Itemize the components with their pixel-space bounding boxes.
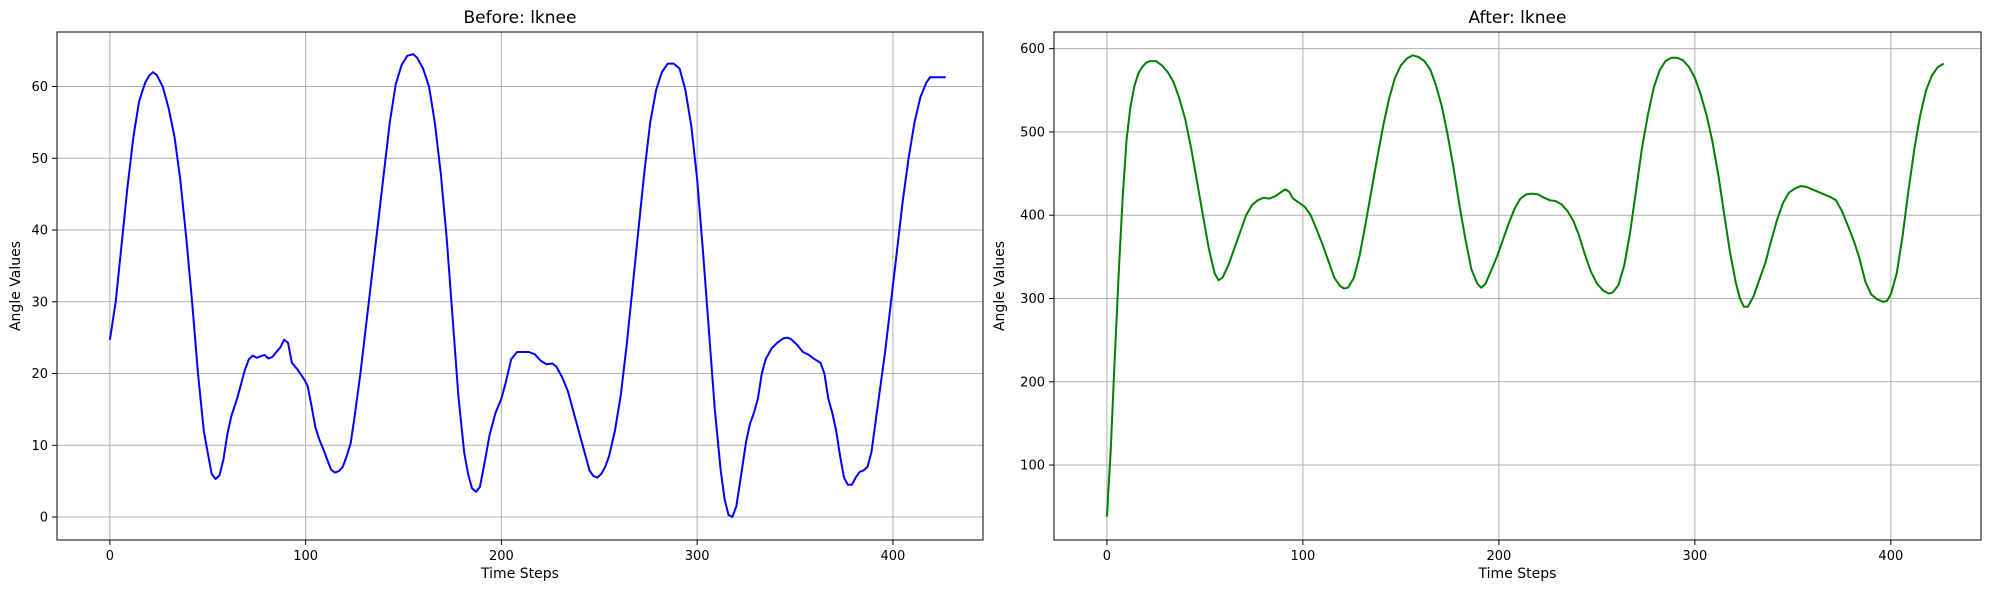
before-chart: 0 100 200 300 400 0 10 20 30 40 50 60 Before: lknee T… (8, 8, 984, 582)
y-tick-label: 500 (1020, 125, 1045, 140)
x-tick-label: 0 (106, 549, 114, 564)
chart-title: Before: lknee (464, 8, 577, 28)
x-tick-label: 100 (293, 549, 318, 564)
x-tick-label: 400 (1878, 549, 1903, 564)
y-tick-label: 100 (1020, 459, 1045, 474)
series-line (1105, 54, 1945, 517)
x-tick-label: 0 (1103, 549, 1111, 564)
x-tick-label: 200 (489, 549, 514, 564)
x-tick-label: 200 (1486, 549, 1511, 564)
y-tick-label: 50 (31, 152, 48, 167)
y-tick-label: 30 (31, 295, 48, 310)
x-axis-label: Time Steps (480, 566, 559, 582)
x-axis-label: Time Steps (1478, 566, 1557, 582)
y-tick-label: 60 (31, 80, 48, 95)
x-tick-label: 100 (1290, 549, 1315, 564)
y-axis-label: Angle Values (8, 241, 24, 331)
y-tick-label: 10 (31, 439, 48, 454)
y-tick-label: 40 (31, 224, 48, 239)
y-tick-label: 20 (31, 367, 48, 382)
x-tick-label: 300 (685, 549, 710, 564)
y-tick-label: 600 (1020, 42, 1045, 57)
x-tick-label: 300 (1682, 549, 1707, 564)
y-tick-label: 400 (1020, 209, 1045, 224)
y-axis-label: Angle Values (992, 241, 1008, 331)
plot-frame (56, 31, 984, 541)
y-tick-label: 200 (1020, 375, 1045, 390)
y-tick-label: 0 (40, 511, 48, 526)
plot-frame (1053, 31, 1982, 541)
y-tick-label: 300 (1020, 292, 1045, 307)
x-tick-label: 400 (881, 549, 906, 564)
series-line (108, 53, 946, 518)
chart-title: After: lknee (1469, 8, 1567, 28)
after-chart: 0 100 200 300 400 100 200 300 400 500 600 After: lk… (992, 8, 1982, 582)
